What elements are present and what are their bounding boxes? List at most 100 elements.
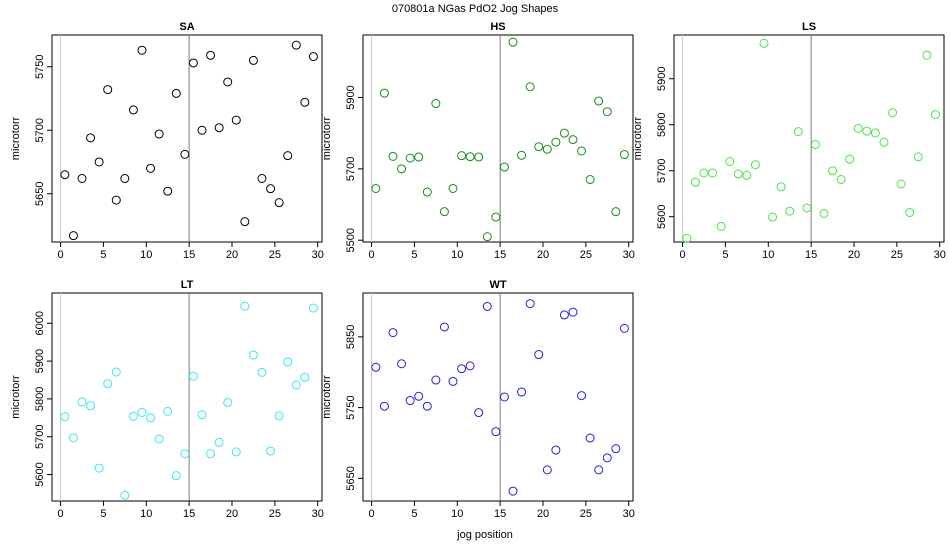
sa-data-point <box>188 58 198 68</box>
wt-data-point <box>465 361 475 371</box>
lt-data-point <box>68 433 78 443</box>
lt-data-point <box>86 401 96 411</box>
sa-data-point <box>171 88 181 98</box>
ls-data-point <box>725 157 735 166</box>
lt-data-point <box>206 449 216 459</box>
lt-y-tick-label: 6000 <box>34 311 46 335</box>
sa-data-point <box>77 174 87 184</box>
hs-data-point <box>397 164 407 174</box>
wt-data-point <box>585 433 595 443</box>
hs-data-point <box>439 207 449 217</box>
ls-data-point <box>905 208 915 218</box>
hs-data-point <box>551 137 561 147</box>
ls-data-point <box>862 126 872 136</box>
panel-lt: LT 0 5 10 15 20 25 30 5600 5700 5800 5900 6000 microt… <box>10 279 324 520</box>
ls-data-point <box>793 127 803 137</box>
hs-data-point <box>379 88 389 98</box>
hs-data-point <box>431 99 441 109</box>
sa-data-point <box>240 217 250 227</box>
hs-plot-frame <box>362 34 634 243</box>
wt-data-point <box>517 387 527 397</box>
ls-data-point <box>922 50 932 60</box>
ls-x-tick-label: 5 <box>722 249 728 261</box>
lt-x-tick-label: 10 <box>140 508 152 520</box>
lt-data-point <box>180 449 190 459</box>
panel-hs: HS 0 5 10 15 20 25 30 5500 5700 5900 microtorr <box>321 21 635 261</box>
wt-data-point <box>414 391 424 401</box>
lt-x-tick-label: 25 <box>269 508 281 520</box>
sa-data-point <box>197 125 207 135</box>
panel-sa: SA 0 5 10 15 20 25 30 5650 5700 5750 microtorr <box>10 21 324 261</box>
sa-data-point <box>120 174 130 184</box>
wt-data-point <box>439 322 449 332</box>
sa-x-tick-label: 25 <box>269 249 281 261</box>
lt-data-point <box>197 410 207 420</box>
lt-y-axis-label: microtorr <box>10 375 22 419</box>
hs-data-point <box>568 135 578 145</box>
wt-data-point <box>379 401 389 411</box>
sa-data-point <box>68 231 78 241</box>
sa-data-point <box>274 198 284 208</box>
ls-data-point <box>853 123 863 133</box>
lt-x-tick-label: 20 <box>226 508 238 520</box>
lt-data-point <box>308 303 318 313</box>
wt-data-point <box>534 350 544 360</box>
ls-data-point <box>828 166 838 176</box>
wt-data-point <box>474 408 484 418</box>
ls-data-point <box>690 177 700 187</box>
wt-data-point <box>371 362 381 372</box>
wt-data-point <box>508 486 518 496</box>
lt-data-point <box>171 471 181 481</box>
ls-data-point <box>888 108 898 118</box>
sa-x-tick-label: 10 <box>140 249 152 261</box>
sa-x-tick-label: 5 <box>100 249 106 261</box>
ls-data-point <box>802 203 812 213</box>
wt-data-point <box>602 453 612 463</box>
hs-data-point <box>619 150 629 160</box>
lt-data-point <box>231 447 241 457</box>
sa-title: SA <box>179 21 194 33</box>
wt-data-point <box>594 465 604 475</box>
wt-data-point <box>499 392 509 402</box>
hs-y-tick-label: 5900 <box>345 85 357 109</box>
wt-plot-frame <box>362 292 634 502</box>
sa-data-point <box>266 184 276 194</box>
sa-data-point <box>154 129 164 139</box>
lt-title: LT <box>181 279 194 291</box>
lt-x-tick-label: 15 <box>183 508 195 520</box>
ls-data-point <box>810 139 820 149</box>
lt-x-tick-label: 5 <box>100 508 106 520</box>
lt-data-point <box>291 380 301 390</box>
ls-data-point <box>708 168 718 178</box>
wt-data-point <box>577 391 587 401</box>
lt-data-point <box>300 372 310 382</box>
sa-data-point <box>103 85 113 95</box>
hs-data-point <box>594 96 604 106</box>
ls-y-tick-label: 5800 <box>656 112 668 136</box>
lt-y-tick-label: 5700 <box>34 424 46 448</box>
hs-data-point <box>611 207 621 217</box>
sa-x-tick-label: 20 <box>226 249 238 261</box>
wt-y-tick-label: 5650 <box>345 466 357 490</box>
lt-x-tick-label: 30 <box>312 508 324 520</box>
hs-title: HS <box>490 21 505 33</box>
sa-data-point <box>180 149 190 159</box>
hs-data-point <box>602 107 612 117</box>
figure-title: 070801a NGas PdO2 Jog Shapes <box>392 3 559 15</box>
sa-y-tick-label: 5750 <box>34 55 46 79</box>
sa-x-tick-label: 30 <box>312 249 324 261</box>
lt-data-point <box>240 301 250 311</box>
lt-data-point <box>128 411 138 421</box>
hs-x-tick-label: 5 <box>411 249 417 261</box>
wt-data-point <box>397 359 407 369</box>
sa-data-point <box>146 163 156 173</box>
ls-data-point <box>682 233 692 243</box>
sa-data-point <box>111 195 121 205</box>
lt-data-point <box>154 434 164 444</box>
ls-data-point <box>733 169 743 179</box>
ls-y-tick-label: 5600 <box>656 204 668 228</box>
sa-data-point <box>137 45 147 55</box>
ls-data-point <box>768 212 778 222</box>
hs-data-point <box>585 175 595 185</box>
